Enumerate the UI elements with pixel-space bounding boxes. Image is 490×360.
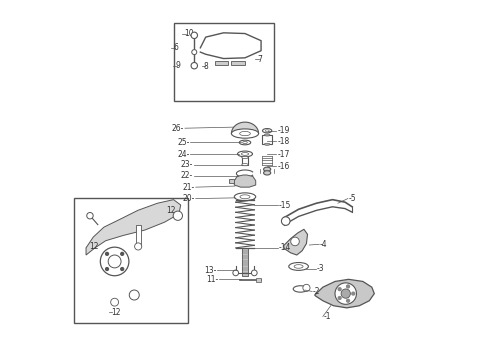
Circle shape bbox=[191, 63, 197, 69]
Ellipse shape bbox=[265, 130, 269, 132]
Text: -18: -18 bbox=[277, 137, 290, 146]
Text: -15: -15 bbox=[279, 201, 292, 210]
Bar bbox=[215, 61, 228, 64]
Text: 20-: 20- bbox=[183, 194, 195, 203]
Ellipse shape bbox=[264, 134, 270, 136]
Circle shape bbox=[233, 270, 239, 276]
Text: 9: 9 bbox=[175, 61, 180, 70]
Text: 12: 12 bbox=[111, 308, 121, 317]
Ellipse shape bbox=[242, 157, 248, 158]
Circle shape bbox=[346, 299, 349, 302]
Text: -2: -2 bbox=[313, 287, 320, 296]
Ellipse shape bbox=[242, 163, 248, 166]
Circle shape bbox=[129, 290, 139, 300]
Text: 25-: 25- bbox=[177, 138, 190, 147]
Ellipse shape bbox=[263, 129, 272, 133]
Text: 23-: 23- bbox=[181, 161, 193, 170]
Circle shape bbox=[251, 270, 257, 276]
Text: 11-: 11- bbox=[206, 275, 218, 284]
Circle shape bbox=[121, 252, 123, 255]
Text: 22-: 22- bbox=[181, 171, 193, 180]
Ellipse shape bbox=[240, 195, 250, 199]
Text: -14: -14 bbox=[279, 243, 292, 252]
Text: -16: -16 bbox=[277, 162, 290, 171]
Text: 21-: 21- bbox=[183, 183, 195, 192]
Bar bbox=[262, 135, 272, 144]
Text: -1: -1 bbox=[323, 312, 331, 321]
Text: 24-: 24- bbox=[177, 150, 190, 159]
Text: 26-: 26- bbox=[172, 124, 184, 133]
Text: 12: 12 bbox=[167, 206, 176, 215]
Polygon shape bbox=[86, 200, 181, 255]
Circle shape bbox=[106, 267, 108, 270]
Text: -3: -3 bbox=[317, 264, 324, 273]
Circle shape bbox=[121, 267, 123, 270]
Text: -4: -4 bbox=[320, 240, 328, 249]
Text: 8: 8 bbox=[204, 62, 209, 71]
Ellipse shape bbox=[264, 167, 270, 171]
Ellipse shape bbox=[240, 131, 250, 136]
Text: 12: 12 bbox=[90, 242, 99, 251]
Ellipse shape bbox=[239, 140, 251, 145]
Circle shape bbox=[108, 255, 121, 268]
Circle shape bbox=[303, 284, 310, 292]
Circle shape bbox=[291, 237, 299, 246]
Bar bbox=[256, 278, 261, 282]
Polygon shape bbox=[315, 279, 374, 308]
Ellipse shape bbox=[238, 151, 252, 157]
Circle shape bbox=[100, 247, 129, 276]
Circle shape bbox=[281, 217, 290, 225]
Text: 10: 10 bbox=[184, 29, 194, 38]
Ellipse shape bbox=[289, 262, 308, 270]
Bar bbox=[173, 23, 273, 102]
Polygon shape bbox=[229, 179, 234, 183]
Polygon shape bbox=[234, 175, 256, 187]
Circle shape bbox=[173, 211, 182, 220]
Circle shape bbox=[352, 292, 355, 295]
Ellipse shape bbox=[231, 129, 259, 138]
Circle shape bbox=[192, 50, 197, 55]
Circle shape bbox=[346, 285, 349, 288]
Text: -17: -17 bbox=[277, 150, 290, 159]
Circle shape bbox=[341, 289, 350, 298]
Circle shape bbox=[335, 283, 356, 304]
Text: -19: -19 bbox=[277, 126, 290, 135]
Text: 13-: 13- bbox=[204, 266, 217, 275]
Circle shape bbox=[111, 298, 119, 306]
Circle shape bbox=[338, 288, 341, 291]
Text: -5: -5 bbox=[348, 194, 356, 203]
Circle shape bbox=[106, 252, 108, 255]
Circle shape bbox=[338, 297, 341, 300]
Circle shape bbox=[87, 212, 93, 219]
Circle shape bbox=[135, 243, 142, 250]
Ellipse shape bbox=[234, 193, 256, 201]
Ellipse shape bbox=[293, 286, 308, 292]
Bar bbox=[136, 225, 141, 246]
Ellipse shape bbox=[242, 153, 248, 156]
Ellipse shape bbox=[294, 265, 303, 268]
Bar bbox=[231, 61, 245, 64]
Bar bbox=[242, 157, 248, 165]
Polygon shape bbox=[231, 122, 259, 134]
Circle shape bbox=[191, 32, 197, 39]
Ellipse shape bbox=[243, 141, 247, 144]
Polygon shape bbox=[284, 229, 308, 255]
Ellipse shape bbox=[264, 171, 270, 175]
Ellipse shape bbox=[264, 143, 270, 145]
Bar bbox=[74, 198, 188, 323]
Text: 6: 6 bbox=[173, 43, 178, 52]
Text: 7: 7 bbox=[258, 55, 262, 64]
Bar bbox=[242, 248, 248, 276]
